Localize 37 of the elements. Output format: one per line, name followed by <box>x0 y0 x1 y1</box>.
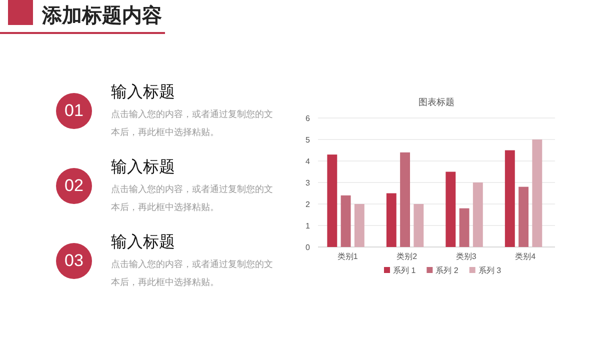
legend-label: 系列 2 <box>436 266 459 275</box>
bar <box>386 193 396 247</box>
text: 输入标题 <box>111 232 175 253</box>
bar <box>340 195 351 247</box>
text: 点击输入您的内容，或者通过复制您的文本后，再此框中选择粘贴。 <box>111 183 274 214</box>
bar <box>446 172 456 247</box>
bar <box>532 140 542 247</box>
y-tick-label: 0 <box>306 243 311 252</box>
bar <box>414 204 424 247</box>
bar <box>354 204 364 247</box>
x-tick-label: 类别3 <box>456 252 477 261</box>
bar <box>400 152 410 247</box>
x-tick-label: 类别4 <box>515 252 536 261</box>
x-tick-label: 类别1 <box>337 252 358 261</box>
chart-title: 图表标题 <box>418 97 454 107</box>
text: 添加标题内容 <box>42 4 162 29</box>
text: 输入标题 <box>111 82 175 103</box>
y-tick-label: 1 <box>306 222 311 230</box>
y-tick-label: 6 <box>306 114 311 123</box>
text: 03 <box>56 243 92 279</box>
legend-label: 系列 1 <box>393 266 416 275</box>
legend-label: 系列 3 <box>478 266 502 275</box>
bar <box>327 154 338 247</box>
text: 输入标题 <box>111 158 175 178</box>
bar <box>504 150 515 247</box>
y-tick-label: 4 <box>306 157 311 166</box>
bar <box>518 186 529 247</box>
y-tick-label: 5 <box>306 136 311 144</box>
text: 01 <box>56 93 92 129</box>
x-tick-label: 类别2 <box>396 252 418 261</box>
y-tick-label: 2 <box>306 200 311 209</box>
text: 02 <box>56 168 92 204</box>
text: 点击输入您的内容，或者通过复制您的文本后，再此框中选择粘贴。 <box>111 108 274 139</box>
bar <box>459 208 470 247</box>
text: 点击输入您的内容，或者通过复制您的文本后，再此框中选择粘贴。 <box>111 258 274 289</box>
bar <box>472 182 483 247</box>
y-tick-label: 3 <box>306 178 311 188</box>
